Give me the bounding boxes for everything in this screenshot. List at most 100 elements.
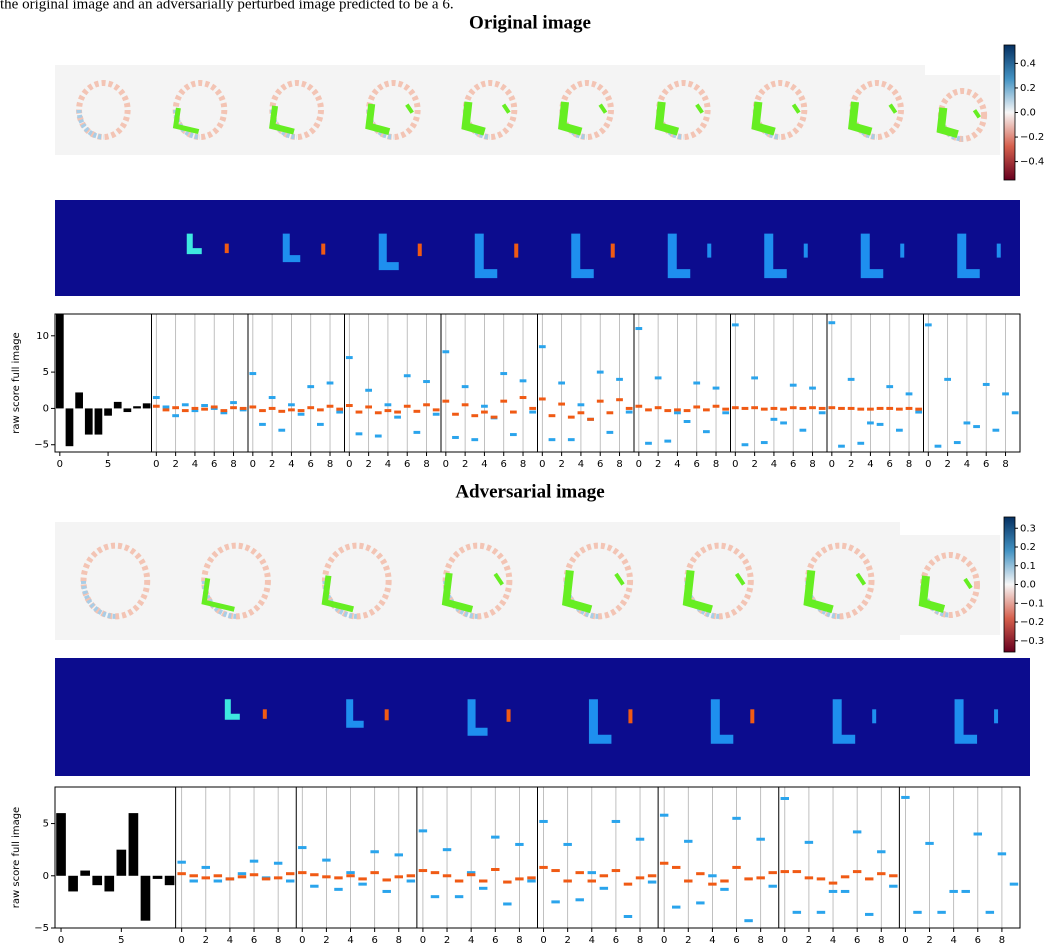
heatmap-green [321, 575, 354, 613]
heatmap-ring [80, 580, 116, 619]
colorbar-tick-label: 0.2 [1020, 542, 1036, 553]
x-tick-label: 4 [867, 459, 873, 470]
x-tick-label: 4 [481, 459, 487, 470]
x-tick-label: 6 [371, 935, 377, 944]
x-tick-label: 0 [732, 459, 738, 470]
heatmap-band [900, 535, 1000, 635]
bar [123, 408, 132, 413]
heatmap-green [614, 572, 625, 586]
activation-shape [832, 699, 856, 744]
colorbar-tick-label: 0.3 [1020, 523, 1036, 534]
x-tick-label: 6 [404, 459, 410, 470]
activation-shape [707, 243, 712, 258]
x-tick-label: 6 [211, 459, 217, 470]
section-title: Original image [469, 12, 591, 33]
heatmap-green [803, 569, 834, 614]
activation-shape [186, 233, 202, 255]
heatmap-green [365, 103, 391, 135]
activation-shape [224, 699, 240, 720]
bar [152, 875, 163, 879]
y-tick-label: −5 [34, 923, 49, 934]
heatmap-green [855, 572, 867, 586]
x-tick-label: 6 [492, 935, 498, 944]
x-tick-label: 8 [637, 935, 643, 944]
x-tick-label: 0 [782, 935, 788, 944]
activation-shape [571, 233, 594, 279]
x-tick-label: 2 [685, 935, 691, 944]
x-tick-label: 4 [468, 935, 474, 944]
bar [92, 875, 103, 886]
section-title: Adversarial image [455, 481, 604, 502]
activation-shape [514, 243, 519, 258]
heatmap-band [55, 65, 925, 155]
activation-shape [346, 699, 364, 728]
x-tick-label: 4 [830, 935, 836, 944]
heatmap-band [925, 75, 1000, 155]
x-tick-label: 6 [887, 459, 893, 470]
bar [56, 813, 66, 876]
heatmap-green [441, 572, 474, 613]
colorbar-tick-label: −0.4 [1020, 157, 1044, 168]
x-tick-label: 2 [323, 935, 329, 944]
activation-shape [506, 709, 511, 722]
x-tick-label: 6 [308, 459, 314, 470]
activation-shape [384, 709, 389, 721]
x-tick-label: 8 [878, 935, 884, 944]
x-tick-label: 6 [975, 935, 981, 944]
x-tick-label: 4 [385, 459, 391, 470]
x-tick-label: 8 [520, 459, 526, 470]
y-axis-label: raw score full image [11, 332, 22, 433]
heatmap-green [734, 572, 746, 586]
bar [142, 403, 151, 409]
y-tick-label: 5 [43, 819, 49, 830]
x-tick-label: 4 [771, 459, 777, 470]
x-tick-label: 2 [172, 459, 178, 470]
activation-shape [764, 233, 787, 279]
colorbar-tick-label: 0.0 [1020, 108, 1036, 119]
chart-frame [54, 313, 1021, 453]
x-tick-label: 8 [516, 935, 522, 944]
heatmap-green [172, 107, 200, 135]
activation-shape [588, 699, 612, 744]
heatmap-green [405, 103, 414, 114]
activation-shape [467, 699, 488, 736]
x-tick-label: 0 [250, 459, 256, 470]
activation-shape [710, 699, 734, 744]
x-tick-label: 4 [589, 935, 595, 944]
x-tick-label: 4 [709, 935, 715, 944]
x-tick-label: 4 [288, 459, 294, 470]
x-tick-label: 2 [558, 459, 564, 470]
heatmap-green [751, 101, 776, 136]
colorbar [1003, 516, 1016, 653]
x-tick-label: 0 [636, 459, 642, 470]
x-tick-label: 0 [153, 459, 159, 470]
x-tick-label: 2 [926, 935, 932, 944]
x-tick-label: 6 [733, 935, 739, 944]
activation-shape [803, 243, 808, 258]
heatmap-green [654, 101, 680, 136]
bar [84, 408, 93, 435]
x-tick-label: 0 [178, 935, 184, 944]
x-tick-label: 6 [983, 459, 989, 470]
heatmap-green [201, 577, 235, 612]
y-tick-label: 5 [43, 367, 49, 378]
colorbar-tick-label: −0.2 [1020, 132, 1044, 143]
activation-shape [750, 709, 755, 724]
heatmap-green [848, 101, 873, 136]
chart-frame [54, 786, 1021, 929]
x-tick-label: 6 [613, 935, 619, 944]
x-tick-label: 6 [251, 935, 257, 944]
heatmap-green [269, 105, 295, 135]
bar [140, 875, 151, 921]
x-tick-label: 6 [597, 459, 603, 470]
x-tick-label: 8 [396, 935, 402, 944]
colorbar-tick-label: 0.4 [1020, 58, 1036, 69]
x-tick-label: 0 [420, 935, 426, 944]
x-tick-label: 2 [203, 935, 209, 944]
activation-shape [628, 709, 633, 724]
x-tick-label: 4 [674, 459, 680, 470]
x-tick-label: 0 [57, 459, 63, 470]
x-tick-label: 4 [964, 459, 970, 470]
heatmap-green [501, 103, 511, 114]
